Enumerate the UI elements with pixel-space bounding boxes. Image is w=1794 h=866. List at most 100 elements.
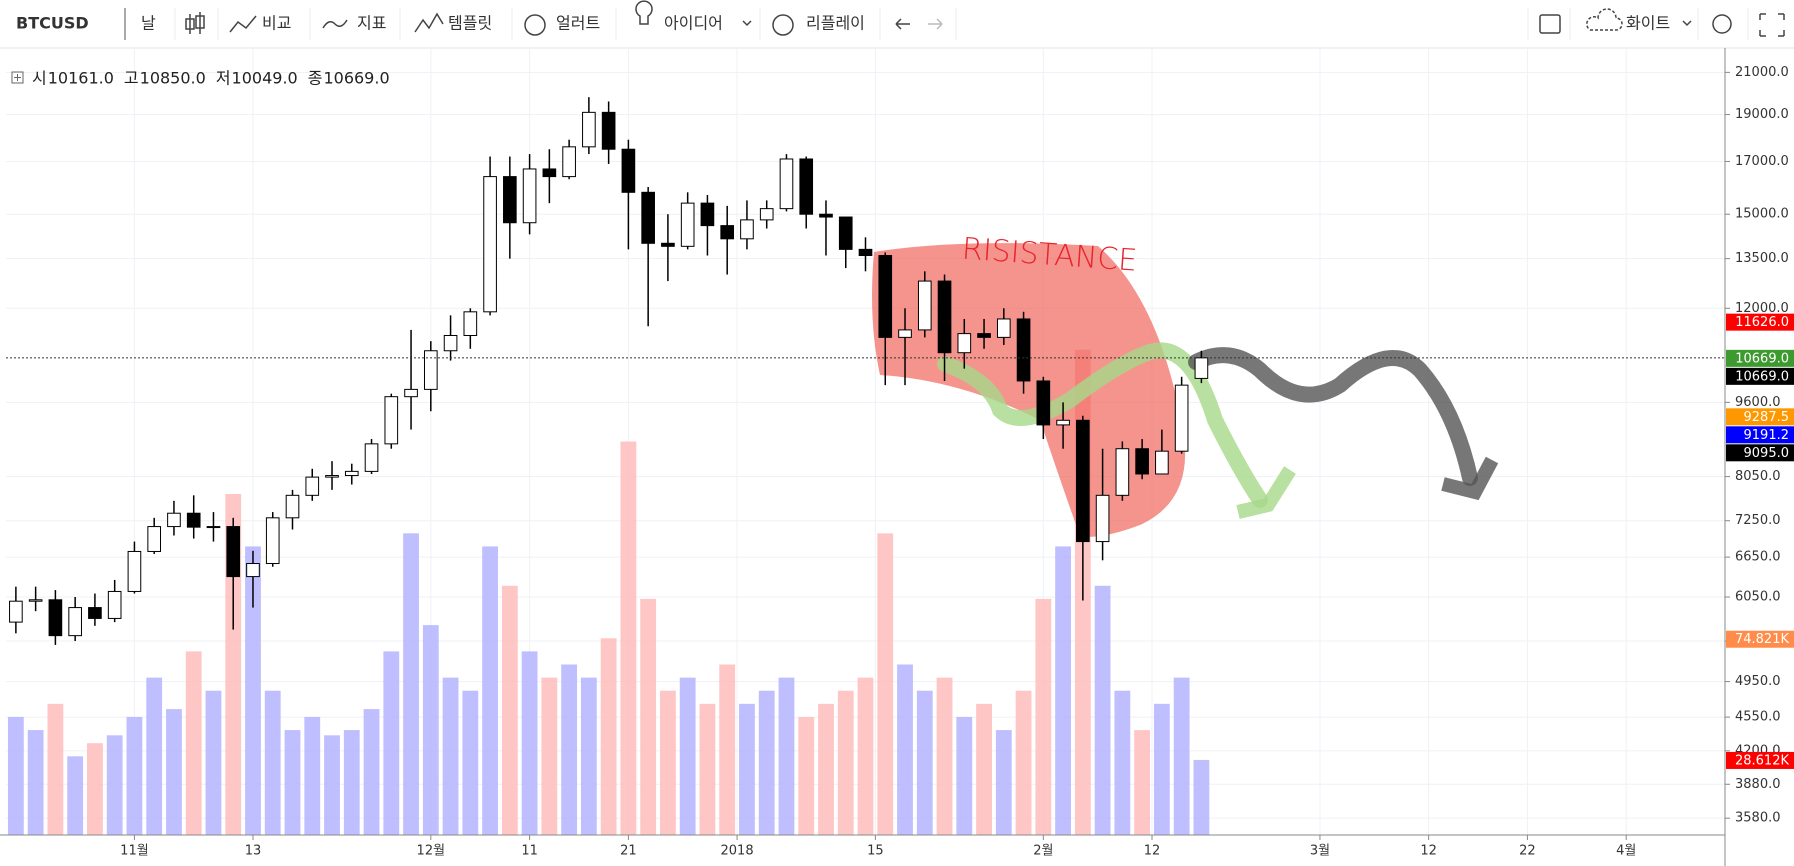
price-badge-label: 9095.0 [1744,446,1790,461]
volume-bar [47,703,64,835]
volume-bar [837,690,854,835]
candle-body [1095,494,1110,543]
volume-bar [580,677,597,835]
gray-arrow [1188,347,1478,486]
volume-bar [897,664,913,835]
volume-bar [1015,690,1032,835]
candle-body [779,158,794,210]
undo[interactable] [895,18,910,30]
volume-bar [976,703,992,835]
price-badge [1726,349,1794,367]
compare-icon[interactable] [229,15,257,33]
candle-body [957,333,972,354]
readout-value: 10161.0 [48,69,114,88]
replay[interactable]: 리플레이 [806,14,865,33]
volume-bar [541,677,558,835]
volume-bar [67,756,84,835]
volume-badge [1726,630,1794,648]
readout-label: 시 [32,69,47,88]
x-tick-label: 15 [867,844,884,859]
volume-bar [343,730,360,835]
candle-body [996,318,1011,338]
candle-body [107,590,122,619]
theme[interactable]: 화이트 [1626,14,1670,33]
ideas[interactable]: 아이디어 [664,14,723,33]
green-arrowhead [1236,466,1296,519]
x-tick-label: 22 [1519,844,1536,859]
volume-bar [7,716,24,835]
volume-bar [383,651,400,835]
volume-bar [363,709,380,835]
volume-bar [1134,730,1151,835]
volume-bar [936,677,953,835]
candle-body [48,599,63,637]
indicator-icon[interactable] [322,19,348,29]
x-tick-label: 11월 [120,844,149,859]
candle-body [680,202,695,247]
candle-body [838,216,853,250]
candle-body [522,168,537,224]
icons [185,0,1785,37]
candle-body [503,176,517,224]
interval[interactable]: 날 [141,14,156,33]
volume-bar [205,690,222,835]
x-tick-label: 21 [620,844,637,859]
replay-icon[interactable] [772,14,794,36]
dropdown[interactable] [1682,20,1692,27]
expand-box[interactable] [11,71,24,84]
alerts[interactable]: 얼러트 [556,14,600,33]
volume-bar [462,690,479,835]
y-tick-label: 12000.0 [1735,301,1789,316]
candle-body [305,476,320,496]
price-badge-label: 10669.0 [1735,369,1789,384]
readout-label: 저 [216,69,231,88]
price-badge-label: 9287.5 [1744,410,1790,425]
volume-bar [1193,759,1210,835]
volume-bar [422,625,439,835]
volume-bar [1094,585,1111,835]
candle-body [127,550,142,592]
symbol[interactable]: BTCUSD [16,14,89,33]
volume-bar [640,598,657,835]
volume-badge [1726,751,1794,769]
candle-body [601,111,616,150]
templates[interactable]: 템플릿 [448,14,492,33]
y-tick-label: 21000.0 [1735,65,1789,80]
redo[interactable] [928,18,943,30]
fullscreen-box[interactable] [1539,14,1561,34]
green-arrow [937,342,1268,508]
volume-bar [778,677,795,835]
volume-bar [146,677,163,835]
candle-body [582,111,596,148]
template-icon[interactable] [414,12,444,33]
volume-bar [166,709,182,835]
y-tick-label: 4550.0 [1735,710,1781,725]
compare[interactable]: 비교 [262,14,291,33]
candle-body [661,242,675,247]
candle-body [344,470,359,477]
settings-icon[interactable] [1712,14,1732,34]
candle-icon[interactable] [185,12,205,34]
volume-bar [1114,690,1131,835]
volume-bar [1153,703,1170,835]
candle-body [641,191,655,244]
candle-body [483,176,497,313]
dropdown[interactable] [742,20,752,27]
expand-icon[interactable] [1759,13,1785,37]
x-tick-label: 4월 [1616,844,1636,859]
volume-bar [660,690,676,835]
candle-body [226,526,241,578]
alert-icon[interactable] [524,14,546,36]
indicators[interactable]: 지표 [357,14,386,33]
expand-plus [14,74,21,81]
x-tick-label: 13 [245,844,262,859]
candle-body [325,475,339,478]
volume-bar [442,677,459,835]
x-tick-label: 12월 [417,844,446,859]
candle-body [364,443,379,472]
y-tick-label: 19000.0 [1735,107,1789,122]
idea-icon[interactable] [635,0,653,25]
volume-bar [679,677,696,835]
candle-body [1076,419,1090,543]
volume-bar [916,690,933,835]
